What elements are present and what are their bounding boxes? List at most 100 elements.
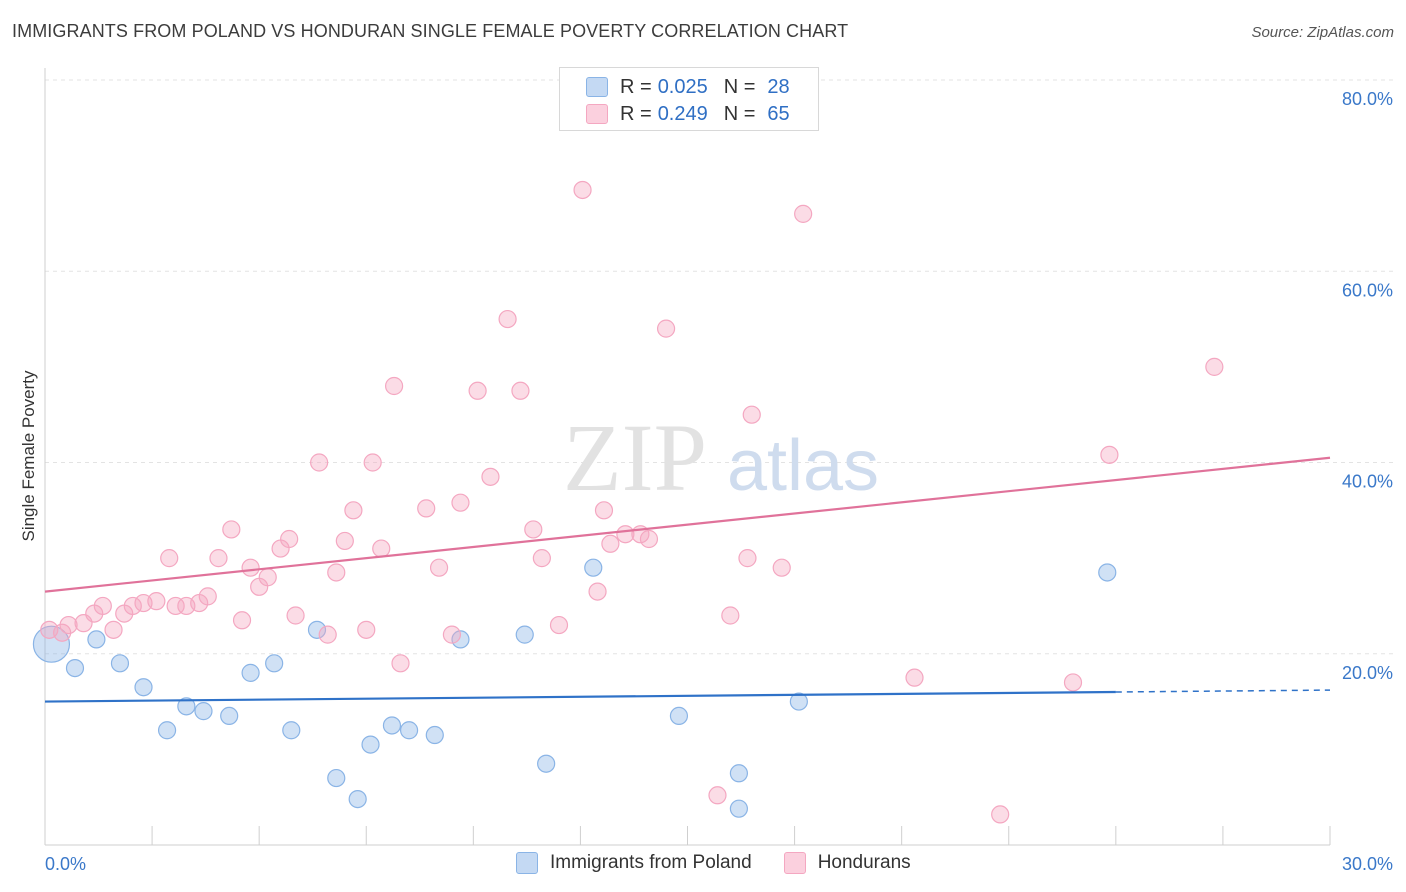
legend-row-poland: R = 0.025 N = 28 — [586, 74, 790, 100]
hondurans-point — [357, 620, 376, 639]
poland-swatch — [516, 852, 538, 874]
poland-point — [134, 678, 153, 697]
hondurans-point — [594, 501, 614, 520]
hondurans-point — [93, 596, 112, 616]
hondurans-point — [601, 534, 620, 553]
hondurans-point — [147, 592, 166, 611]
legend-item-hondurans: Hondurans — [783, 852, 911, 874]
hondurans-point — [104, 620, 123, 639]
hondurans-point — [344, 501, 363, 520]
hondurans-point — [905, 668, 924, 687]
hondurans-point — [738, 549, 757, 568]
hondurans-point — [772, 558, 791, 577]
hondurans-point — [498, 309, 517, 329]
hondurans-point — [372, 539, 391, 558]
hondurans-point — [258, 568, 277, 587]
r-label: R = — [620, 75, 652, 98]
hondurans-point — [318, 625, 337, 644]
legend-item-poland: Immigrants from Poland — [516, 852, 752, 874]
poland-point — [157, 721, 177, 740]
hondurans-point — [310, 453, 329, 472]
poland-point — [110, 654, 130, 673]
poland-swatch — [586, 77, 608, 97]
hondurans-trend-line — [44, 456, 1331, 593]
hondurans-point — [384, 376, 404, 396]
hondurans-point — [327, 563, 346, 582]
poland-point — [669, 706, 689, 726]
poland-point — [399, 721, 419, 740]
hondurans-point — [549, 615, 569, 635]
hondurans-point — [286, 606, 305, 625]
hondurans-point — [1205, 357, 1224, 376]
hondurans-point — [639, 529, 659, 549]
poland-point — [789, 692, 808, 711]
poland-point — [282, 721, 301, 740]
n-value: 28 — [767, 75, 790, 98]
hondurans-swatch — [586, 104, 608, 124]
source-label: Source: ZipAtlas.com — [1251, 24, 1394, 41]
poland-point — [361, 735, 380, 754]
poland-point — [425, 725, 444, 745]
poland-point — [265, 654, 284, 673]
poland-point — [584, 558, 603, 577]
data-points — [32, 180, 1224, 824]
poland-point — [327, 768, 346, 788]
poland-point — [382, 716, 402, 735]
hondurans-point — [160, 549, 179, 568]
hondurans-point — [209, 549, 228, 568]
y-tick-label: 80.0% — [1342, 89, 1393, 109]
hondurans-point — [481, 467, 500, 486]
hondurans-point — [363, 453, 382, 472]
hondurans-point — [532, 549, 551, 568]
hondurans-point — [417, 499, 436, 518]
hondurans-point — [451, 493, 470, 512]
hondurans-point — [794, 204, 813, 223]
hondurans-point — [391, 654, 410, 673]
n-value: 65 — [767, 102, 790, 125]
hondurans-point — [721, 606, 740, 625]
x-tick-label: 0.0% — [45, 854, 86, 874]
r-value: 0.249 — [657, 102, 708, 125]
poland-point — [65, 658, 85, 678]
hondurans-point — [198, 587, 217, 606]
y-tick-label: 40.0% — [1342, 472, 1393, 492]
y-tick-label: 60.0% — [1342, 280, 1393, 300]
legend-label: Hondurans — [817, 852, 911, 873]
poland-point — [451, 630, 470, 649]
hondurans-point — [1100, 445, 1119, 464]
hondurans-point — [742, 405, 761, 424]
hondurans-point — [588, 582, 607, 601]
poland-point — [241, 663, 260, 682]
poland-trend-line — [44, 690, 1116, 703]
n-label: N = — [723, 102, 756, 125]
r-label: R = — [620, 102, 652, 125]
hondurans-point — [429, 558, 449, 577]
y-axis-label: Single Female Poverty — [19, 370, 38, 542]
watermark-atlas: atlas — [727, 426, 879, 506]
x-tick-label: 30.0% — [1342, 854, 1393, 874]
poland-point — [729, 764, 749, 783]
y-tick-label: 20.0% — [1342, 663, 1393, 683]
poland-point — [194, 702, 213, 721]
poland-point — [177, 697, 196, 716]
axes — [44, 68, 1331, 846]
poland-point — [220, 706, 239, 726]
trend-lines — [44, 456, 1331, 703]
hondurans-point — [991, 805, 1010, 824]
hondurans-point — [708, 786, 727, 805]
legend-label: Immigrants from Poland — [550, 852, 752, 873]
hondurans-point — [280, 529, 299, 549]
hondurans-point — [123, 596, 142, 616]
n-label: N = — [723, 75, 756, 98]
hondurans-point — [241, 558, 260, 577]
hondurans-point — [524, 520, 543, 539]
poland-point — [348, 789, 367, 809]
legend-row-hondurans: R = 0.249 N = 65 — [586, 101, 790, 127]
chart-title: IMMIGRANTS FROM POLAND VS HONDURAN SINGL… — [12, 21, 849, 41]
tick-labels: 20.0% 40.0% 60.0% 80.0% 0.0% 30.0% — [45, 89, 1393, 874]
hondurans-swatch — [783, 852, 806, 874]
hondurans-point — [335, 531, 354, 551]
hondurans-point — [1063, 673, 1083, 692]
poland-trend-extension — [1115, 689, 1331, 693]
